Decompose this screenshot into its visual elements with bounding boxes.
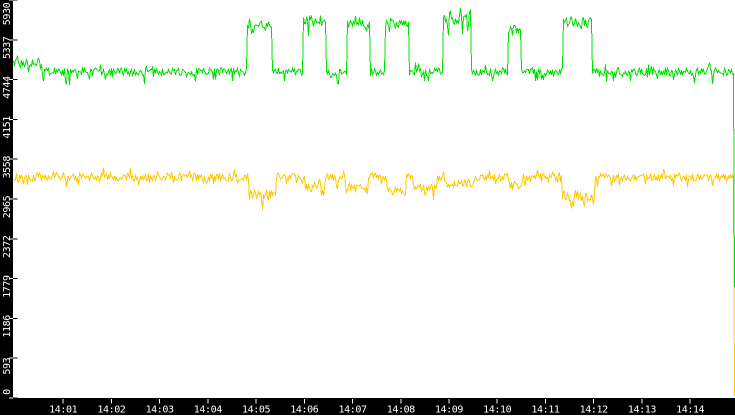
y-tick-label: 2372 (2, 235, 13, 258)
x-tick-label: 14:04 (194, 405, 222, 416)
x-tick-label: 14:06 (290, 405, 318, 416)
x-tick-label: 14:01 (49, 405, 77, 416)
y-tick-label: 593 (2, 357, 13, 374)
x-tick-label: 14:05 (242, 405, 270, 416)
y-tick-label: 4151 (2, 116, 13, 139)
green-series-line (13, 7, 735, 288)
y-tick-label: 3558 (2, 156, 13, 179)
x-tick-label: 14:12 (580, 405, 608, 416)
y-tick-label: 4744 (2, 76, 13, 99)
x-tick-label: 14:13 (628, 405, 656, 416)
x-tick-label: 14:09 (435, 405, 463, 416)
x-axis-strip (0, 398, 735, 415)
yellow-series-line (13, 167, 735, 397)
x-tick-label: 14:10 (483, 405, 511, 416)
x-tick-label: 14:08 (387, 405, 415, 416)
y-tick-label: 1779 (2, 275, 13, 298)
x-tick-label: 14:03 (146, 405, 174, 416)
y-tick-label: 1186 (2, 315, 13, 338)
x-tick-label: 14:02 (97, 405, 125, 416)
y-axis: 0 593 1186 1779 2372 2965 3558 4151 4744 5337 5930 (2, 0, 18, 399)
y-tick-label: 2965 (2, 195, 13, 218)
x-axis: 14:01 14:02 14:03 14:04 14:05 14:06 14:07 14:08… (49, 399, 705, 416)
x-tick-label: 14:11 (531, 405, 559, 416)
y-tick-label: 0 (2, 389, 13, 395)
y-axis-strip (0, 0, 13, 415)
y-tick-label: 5930 (2, 2, 13, 25)
x-tick-label: 14:07 (338, 405, 366, 416)
y-tick-label: 5337 (2, 36, 13, 59)
series-lines (13, 7, 735, 397)
x-tick-label: 14:14 (676, 405, 704, 416)
